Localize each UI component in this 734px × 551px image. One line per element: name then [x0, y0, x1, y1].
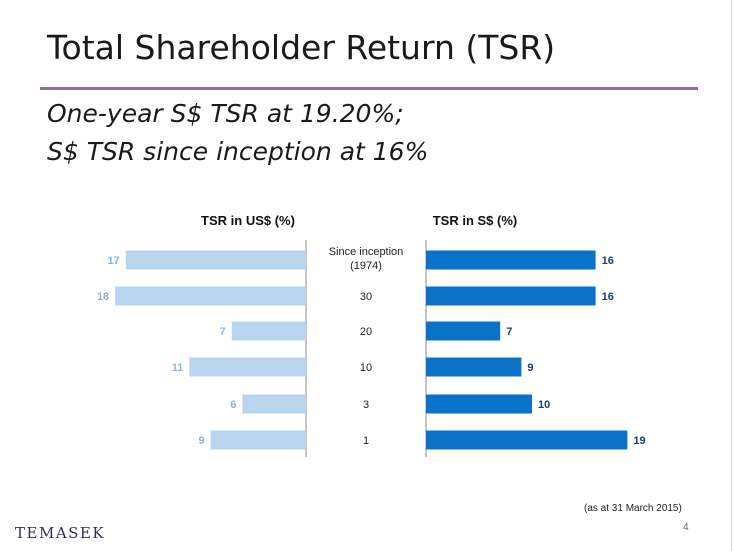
category-label: 20 — [360, 326, 372, 338]
page-number: 4 — [683, 522, 689, 533]
usd-bar — [210, 430, 306, 450]
category-label: 3 — [363, 399, 369, 411]
category-label: 10 — [360, 362, 372, 374]
usd-data-label: 6 — [230, 399, 236, 411]
sgd-bar — [426, 321, 501, 341]
usd-data-label: 18 — [97, 291, 109, 303]
usd-bar — [125, 250, 306, 270]
usd-bar — [231, 321, 306, 341]
category-label: 30 — [360, 291, 372, 303]
usd-data-label: 17 — [108, 255, 120, 267]
category-label: (1974) — [350, 260, 382, 272]
sgd-data-label: 16 — [602, 291, 614, 303]
subtitle-line-1: One-year S$ TSR at 19.20%; — [47, 99, 404, 128]
temasek-logo: TEMASEK — [15, 524, 106, 542]
subtitle-line-2: S$ TSR since inception at 16% — [47, 137, 429, 166]
sgd-bar — [426, 394, 532, 414]
usd-bar — [189, 357, 306, 377]
sgd-bar — [426, 286, 596, 306]
usd-bar — [115, 286, 306, 306]
slide-title: Total Shareholder Return (TSR) — [47, 28, 556, 67]
sgd-series-title: TSR in S$ (%) — [433, 213, 518, 228]
sgd-data-label: 9 — [527, 362, 533, 374]
usd-series-title: TSR in US$ (%) — [201, 213, 295, 228]
sgd-data-label: 7 — [506, 326, 512, 338]
frame-edge — [731, 0, 732, 551]
usd-bar — [242, 394, 306, 414]
sgd-data-label: 19 — [633, 435, 645, 447]
usd-data-label: 11 — [172, 362, 184, 374]
footnote: (as at 31 March 2015) — [584, 503, 682, 514]
sgd-data-label: 10 — [538, 399, 550, 411]
category-label: Since inception — [329, 246, 404, 258]
sgd-bar — [426, 357, 522, 377]
usd-data-label: 7 — [220, 326, 226, 338]
title-rule — [40, 87, 698, 90]
sgd-bar — [426, 430, 628, 450]
sgd-bar — [426, 250, 596, 270]
sgd-data-label: 16 — [602, 255, 614, 267]
usd-data-label: 9 — [198, 435, 204, 447]
category-label: 1 — [363, 435, 369, 447]
